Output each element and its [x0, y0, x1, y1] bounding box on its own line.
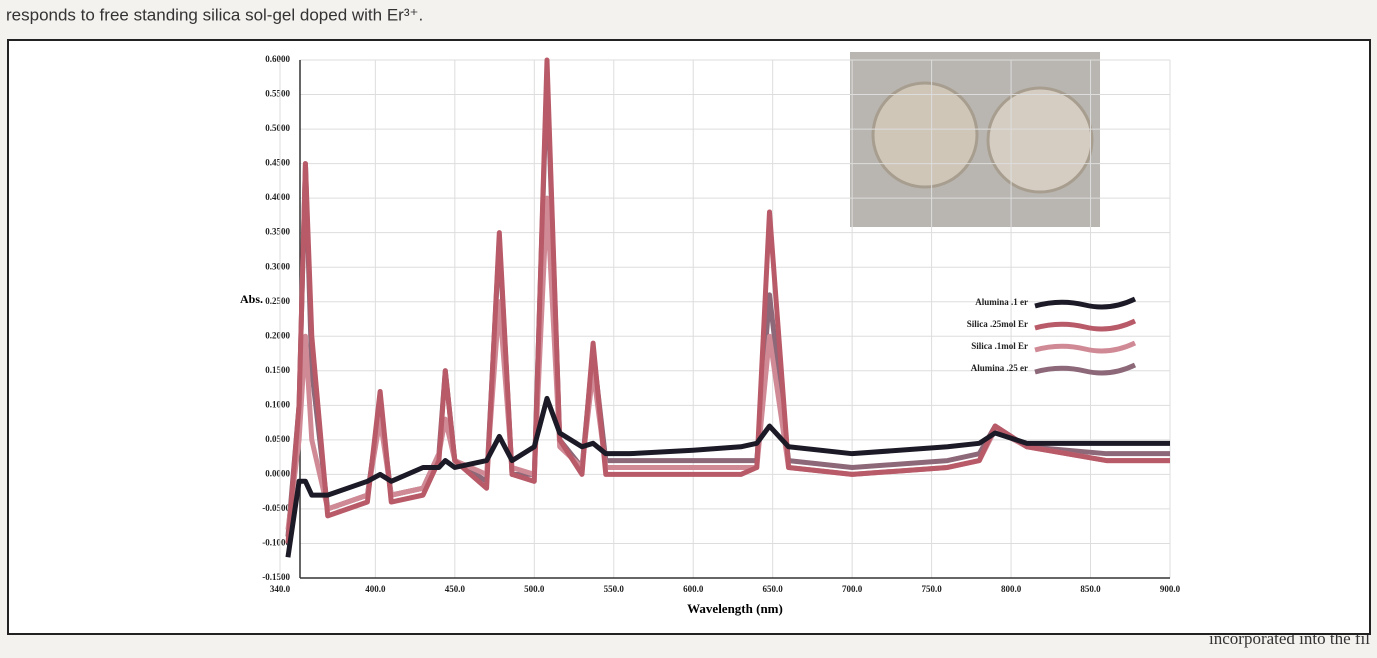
- data-line: [285, 395, 1170, 558]
- y-tick-label: 0.5500: [265, 89, 290, 99]
- x-tick-label: 700.0: [842, 584, 863, 594]
- x-tick-label: 500.0: [524, 584, 545, 594]
- y-tick-label: 0.0500: [265, 434, 290, 444]
- y-tick-label: 0.2000: [265, 330, 290, 340]
- figure-frame: [7, 39, 1371, 635]
- y-tick-label: 0.4500: [265, 158, 290, 168]
- y-tick-label: 0.3000: [265, 261, 290, 271]
- legend-label: Alumina .1 er: [975, 297, 1028, 307]
- y-tick-label: 0.4000: [265, 192, 290, 202]
- x-tick-label: 600.0: [683, 584, 704, 594]
- y-tick-label: -0.0500: [262, 503, 290, 513]
- legend-swatch: [1034, 362, 1137, 376]
- y-axis-label: Abs.: [240, 292, 263, 306]
- y-tick-label: 0.6000: [265, 54, 290, 64]
- y-tick-label: 0.0000: [265, 468, 290, 478]
- y-tick-label: -0.1500: [262, 572, 290, 582]
- x-tick-label: 400.0: [365, 584, 386, 594]
- y-tick-label: 0.5000: [265, 123, 290, 133]
- inset-sample: [986, 86, 1094, 194]
- legend-swatch: [1034, 340, 1137, 354]
- doc-text: responds to free standing silica sol-gel…: [6, 5, 423, 24]
- y-tick-label: 0.3500: [265, 227, 290, 237]
- x-tick-label: 800.0: [1001, 584, 1022, 594]
- x-tick-label: 450.0: [445, 584, 466, 594]
- x-tick-label: 750.0: [921, 584, 942, 594]
- x-tick-label: 550.0: [604, 584, 625, 594]
- x-tick-label: 900.0: [1160, 584, 1181, 594]
- inset-sample: [871, 81, 979, 189]
- x-tick-label: 340.0: [270, 584, 291, 594]
- y-tick-label: 0.2500: [265, 296, 290, 306]
- legend-label: Alumina .25 er: [971, 363, 1028, 373]
- y-tick-label: -0.1000: [262, 538, 290, 548]
- x-axis-label: Wavelength (nm): [687, 601, 783, 616]
- x-tick-label: 650.0: [763, 584, 784, 594]
- legend-label: Silica .1mol Er: [971, 341, 1028, 351]
- y-tick-label: 0.1000: [265, 399, 290, 409]
- x-tick-label: 850.0: [1080, 584, 1101, 594]
- data-line: [285, 57, 1170, 544]
- legend-label: Silica .25mol Er: [967, 319, 1028, 329]
- legend-swatch: [1034, 318, 1137, 332]
- legend-swatch: [1034, 296, 1137, 310]
- y-tick-label: 0.1500: [265, 365, 290, 375]
